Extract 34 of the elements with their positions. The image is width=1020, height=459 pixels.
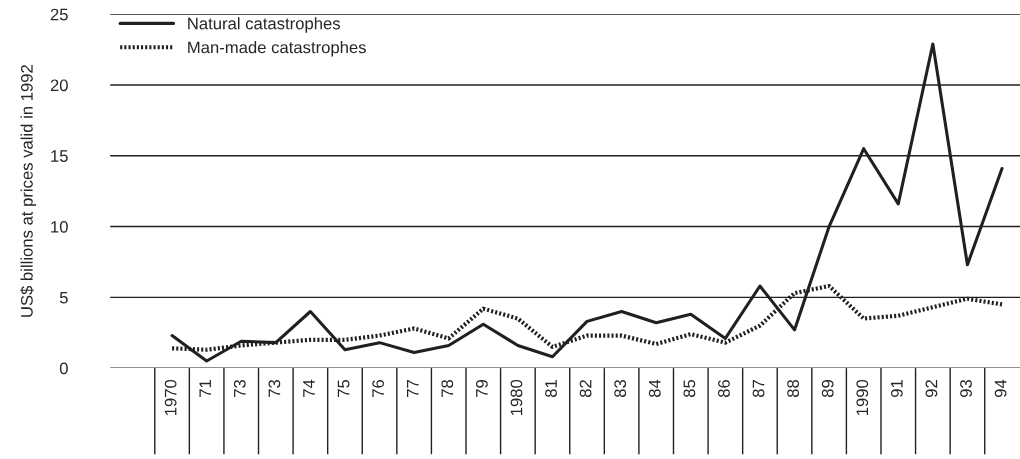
x-tick-label: 92: [925, 380, 938, 397]
x-tick-label: 79: [475, 380, 488, 397]
x-tick-label: 74: [303, 379, 315, 397]
y-tick-label: 20: [50, 79, 68, 92]
x-tick-label: 73: [233, 379, 246, 397]
x-tick-label: 71: [199, 380, 211, 397]
x-tick-label: 73: [268, 379, 281, 397]
y-tick-label: 25: [50, 8, 68, 21]
x-tick-label: 81: [545, 380, 557, 398]
x-tick-label: 83: [614, 379, 627, 398]
legend-label: Man-made catastrophes: [188, 41, 366, 57]
x-tick-label: 75: [337, 379, 350, 397]
x-tick-label: 94: [994, 379, 1007, 397]
x-tick-label: 76: [372, 379, 385, 397]
x-tick-label: 91: [890, 380, 903, 397]
x-tick-label: 88: [787, 379, 799, 398]
x-tick-label: 93: [960, 379, 972, 397]
x-tick-label: 1970: [164, 379, 177, 416]
x-tick-label: 84: [648, 379, 661, 398]
x-tick-label: 77: [406, 380, 419, 397]
y-tick-label: 5: [59, 291, 68, 304]
x-tick-label: 1990: [856, 379, 869, 416]
x-tick-label: 86: [718, 379, 730, 398]
x-tick-label: 85: [683, 379, 696, 398]
y-tick-label: 0: [59, 362, 68, 375]
y-tick-label: 15: [51, 150, 68, 162]
x-tick-label: 82: [579, 380, 592, 398]
y-axis-title: US$ billions at prices valid in 1992: [20, 65, 37, 317]
x-tick-label: 78: [441, 379, 454, 397]
x-tick-label: 1980: [510, 379, 523, 416]
x-tick-label: 89: [821, 380, 834, 398]
x-tick-label: 87: [752, 380, 765, 398]
y-tick-label: 10: [51, 220, 68, 233]
legend-label: Natural catastrophes: [188, 17, 341, 33]
